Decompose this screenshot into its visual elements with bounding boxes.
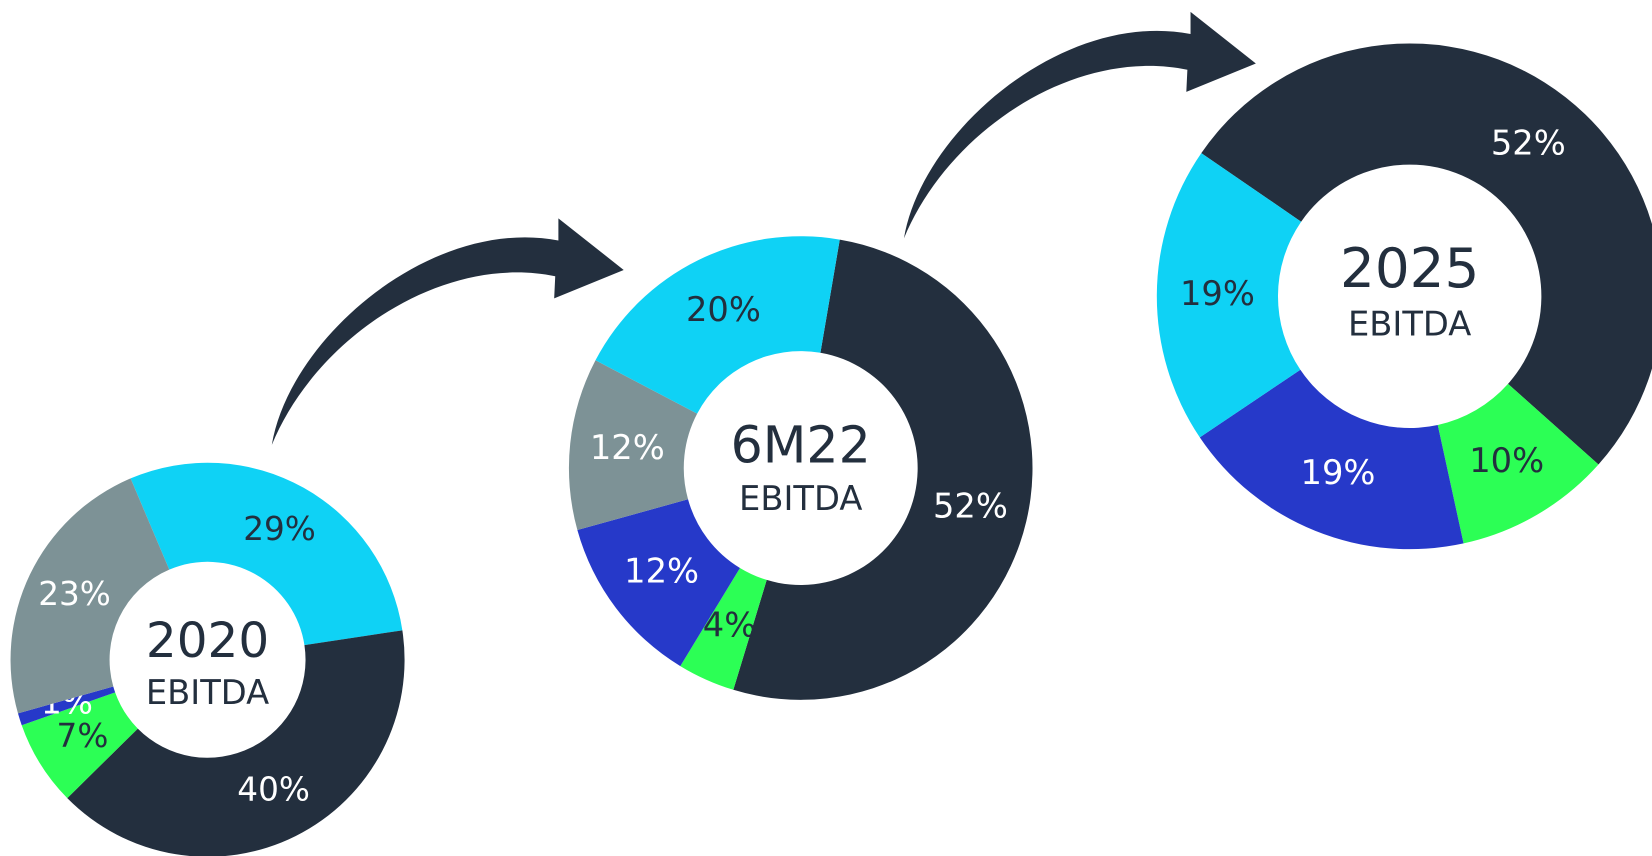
arrow — [903, 11, 1256, 239]
donut-segment — [568, 360, 698, 530]
center-title: 6M22 — [731, 416, 871, 475]
center-subtitle: EBITDA — [146, 673, 269, 712]
value-label: 19% — [1301, 453, 1376, 492]
donut-segment — [10, 478, 170, 714]
donut-segment — [595, 236, 840, 414]
donut-segment — [733, 239, 1033, 700]
center-subtitle: EBITDA — [1348, 304, 1471, 343]
donut-segment — [1201, 43, 1652, 465]
value-label: 7% — [57, 717, 109, 755]
donut-segment — [1199, 369, 1464, 550]
value-label: 40% — [237, 771, 310, 809]
donut-segment — [130, 462, 403, 646]
donut-segment — [577, 499, 740, 667]
donut-segment — [1437, 383, 1599, 544]
donut-segment — [17, 686, 116, 726]
value-label: 10% — [1469, 441, 1544, 480]
value-label: 52% — [933, 487, 1008, 526]
value-label: 29% — [243, 510, 316, 548]
value-label: 23% — [38, 575, 111, 613]
donut-segment — [67, 630, 405, 856]
center-title: 2025 — [1340, 236, 1479, 300]
center-subtitle: EBITDA — [739, 479, 862, 518]
value-label: 20% — [686, 290, 761, 329]
value-label: 12% — [624, 552, 699, 591]
center-title: 2020 — [146, 613, 269, 669]
value-label: 19% — [1180, 274, 1255, 313]
donut-segment — [1156, 153, 1302, 438]
donut-segment — [680, 567, 767, 690]
value-label: 12% — [590, 428, 665, 467]
donut-segment — [21, 692, 138, 799]
value-label: 52% — [1491, 123, 1566, 162]
arrow — [271, 218, 624, 445]
